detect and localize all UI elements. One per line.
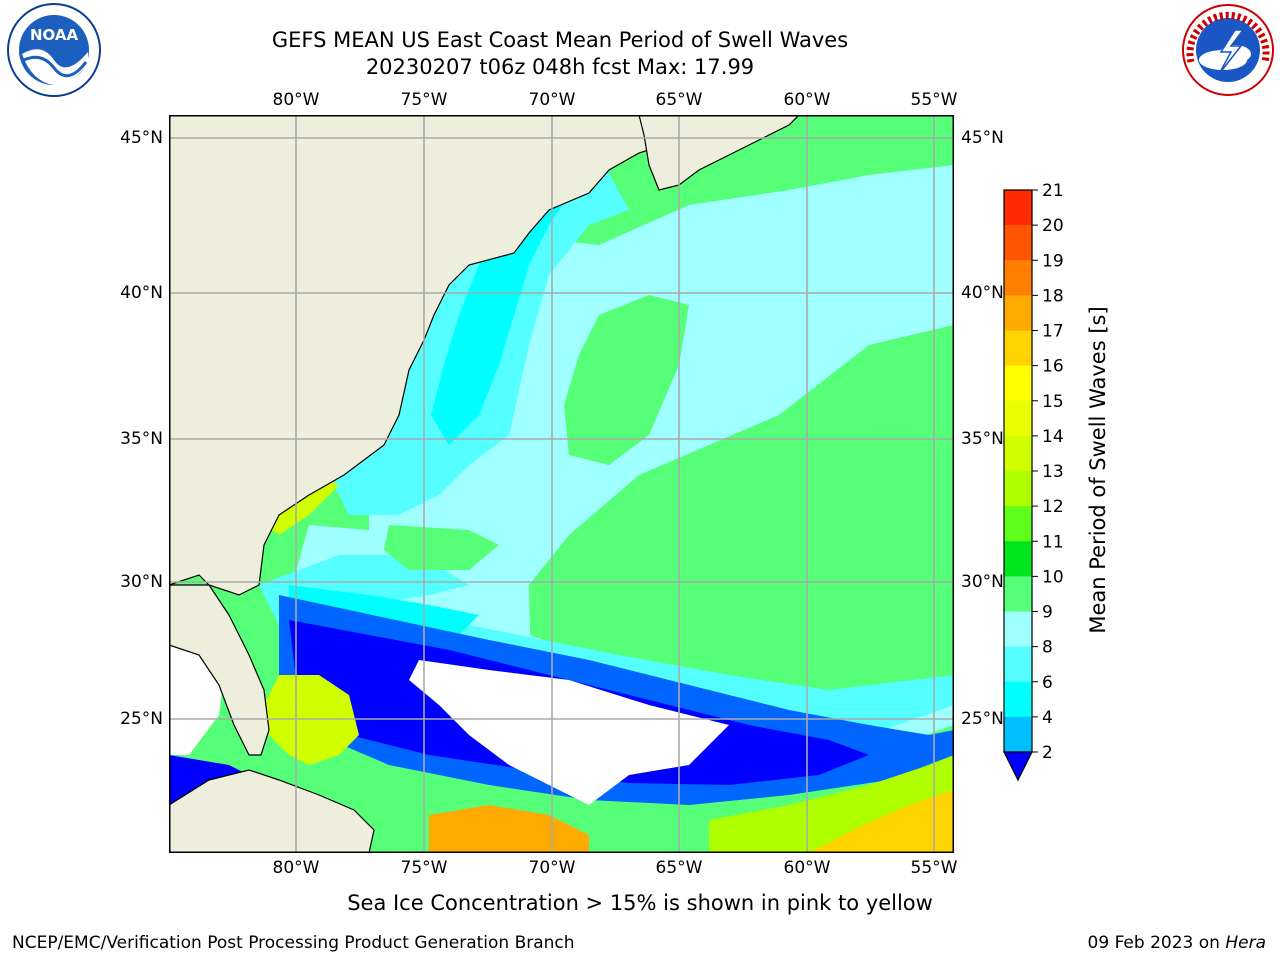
colorbar: 21 20 19 18 17 16 15 14 13 12 11 10 9 8 6 4 2 <box>990 180 1080 789</box>
sea-ice-note: Sea Ice Concentration > 15% is shown in … <box>347 891 933 915</box>
land-florida <box>168 584 270 756</box>
colorbar-tick-label: 20 <box>1042 216 1064 236</box>
lon-label-top-65w: 65°W <box>655 90 703 110</box>
colorbar-segment <box>1004 541 1032 577</box>
colorbar-segment <box>1004 260 1032 296</box>
lon-label-bottom-75w: 75°W <box>400 858 448 878</box>
colorbar-segment <box>1004 295 1032 331</box>
colorbar-tick-label: 6 <box>1042 673 1053 693</box>
colorbar-tick-label: 13 <box>1042 462 1064 482</box>
colorbar-segment <box>1004 716 1032 753</box>
colorbar-tick-label: 12 <box>1042 497 1064 517</box>
colorbar-segment <box>1004 646 1032 683</box>
colorbar-tick-label: 10 <box>1042 567 1064 587</box>
lat-label-left-30n: 30°N <box>120 572 163 592</box>
colorbar-tick-label: 15 <box>1042 392 1064 412</box>
credit-line: NCEP/EMC/Verification Post Processing Pr… <box>12 933 575 953</box>
colorbar-segment <box>1004 190 1032 226</box>
swell-band-southern-coast <box>429 805 589 853</box>
no-data-region <box>409 660 729 805</box>
colorbar-title: Mean Period of Swell Waves [s] <box>1086 306 1110 634</box>
lat-label-left-40n: 40°N <box>120 283 163 303</box>
colorbar-tick-label: 9 <box>1042 603 1053 623</box>
lon-label-bottom-65w: 65°W <box>655 858 703 878</box>
colorbar-segment <box>1004 365 1032 402</box>
lat-label-right-45n: 45°N <box>961 128 1004 148</box>
colorbar-tick-label: 11 <box>1042 532 1064 552</box>
colorbar-tick-label: 17 <box>1042 322 1064 342</box>
lat-label-right-40n: 40°N <box>961 283 1004 303</box>
lon-label-bottom-60w: 60°W <box>783 858 831 878</box>
lat-label-right-35n: 35°N <box>961 429 1004 449</box>
swell-band-4-6 <box>431 170 569 445</box>
noaa-logo: NOAA <box>2 2 106 102</box>
lon-label-top-55w: 55°W <box>910 90 958 110</box>
lat-label-left-35n: 35°N <box>120 429 163 449</box>
colorbar-tick-label: 16 <box>1042 357 1064 377</box>
nws-logo <box>1177 2 1279 102</box>
colorbar-tick-label: 8 <box>1042 638 1053 658</box>
map-panel <box>168 114 954 854</box>
swell-patch-9-10-b <box>384 525 499 570</box>
colorbar-tick-label: 19 <box>1042 251 1064 271</box>
swell-band-13-16-south <box>809 790 954 853</box>
colorbar-segment <box>1004 330 1032 367</box>
colorbar-segment <box>1004 506 1032 542</box>
lat-label-right-30n: 30°N <box>961 572 1004 592</box>
lat-label-left-25n: 25°N <box>120 709 163 729</box>
lon-label-bottom-80w: 80°W <box>272 858 320 878</box>
lon-label-bottom-70w: 70°W <box>528 858 576 878</box>
lon-label-top-70w: 70°W <box>528 90 576 110</box>
chart-subtitle: 20230207 t06z 048h fcst Max: 17.99 <box>365 55 755 79</box>
swell-band-florida <box>264 675 359 765</box>
lat-label-left-45n: 45°N <box>120 128 163 148</box>
swell-patch-9-10-a <box>564 295 689 465</box>
swell-patch-9-10-c <box>709 425 954 535</box>
colorbar-segment <box>1004 471 1032 507</box>
date-text: 09 Feb 2023 on <box>1087 933 1226 953</box>
colorbar-underflow <box>1003 751 1033 782</box>
colorbar-segment <box>1004 611 1032 648</box>
colorbar-segment <box>1004 435 1032 472</box>
lon-label-bottom-55w: 55°W <box>910 858 958 878</box>
graticule <box>169 115 954 853</box>
lon-label-top-80w: 80°W <box>272 90 320 110</box>
colorbar-segment <box>1004 400 1032 437</box>
machine-name: Hera <box>1225 933 1266 953</box>
lon-label-top-60w: 60°W <box>783 90 831 110</box>
chart-title: GEFS MEAN US East Coast Mean Period of S… <box>271 28 849 52</box>
date-label: 09 Feb 2023 on Hera <box>1088 933 1266 953</box>
colorbar-segment <box>1004 225 1032 261</box>
colorbar-tick-label: 21 <box>1042 181 1064 201</box>
colorbar-tick-label: 4 <box>1042 708 1053 728</box>
colorbar-tick-label: 18 <box>1042 286 1064 306</box>
colorbar-tick-label: 14 <box>1042 427 1064 447</box>
colorbar-tick-label: 2 <box>1042 743 1053 763</box>
colorbar-segment <box>1004 576 1032 612</box>
lat-label-right-25n: 25°N <box>961 709 1004 729</box>
noaa-logo-text: NOAA <box>30 26 79 44</box>
map-border <box>169 115 954 853</box>
land-north-america <box>168 114 690 596</box>
colorbar-segment <box>1004 681 1032 718</box>
lon-label-top-75w: 75°W <box>400 90 448 110</box>
